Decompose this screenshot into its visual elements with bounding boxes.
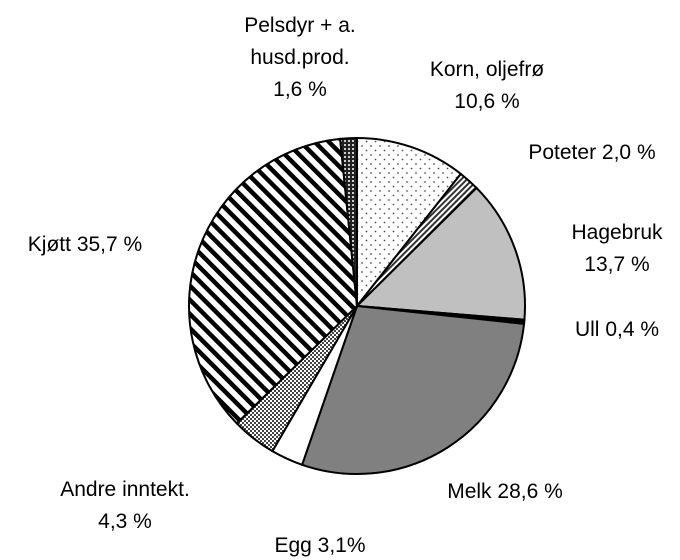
- pie-slice: [356, 136, 463, 309]
- slice-label: Kjøtt 35,7 %: [0, 229, 185, 261]
- slice-label: Melk 28,6 %: [405, 476, 605, 508]
- pie-slice: [188, 137, 359, 425]
- slice-label: Pelsdyr + a. husd.prod. 1,6 %: [225, 10, 375, 106]
- category-label: Korn, oljefrø: [429, 58, 545, 81]
- value-label: 3,1%: [317, 534, 366, 557]
- category-label: Poteter: [528, 141, 597, 164]
- pie-slice: [300, 304, 526, 475]
- value-label: 28,6 %: [497, 480, 563, 503]
- category-label: Pelsdyr + a. husd.prod.: [244, 14, 356, 69]
- value-label: 4,3 %: [98, 510, 152, 533]
- value-label: 10,6 %: [454, 90, 520, 113]
- pie-slice: [339, 136, 358, 307]
- pie-slice: [354, 186, 526, 321]
- category-label: Andre inntekt.: [60, 478, 190, 501]
- category-label: Ull: [574, 318, 600, 341]
- category-label: Kjøtt: [27, 233, 71, 256]
- value-label: 13,7 %: [584, 253, 650, 276]
- slice-label: Egg 3,1%: [220, 530, 420, 560]
- slice-label: Korn, oljefrø 10,6 %: [387, 54, 587, 118]
- value-label: 0,4 %: [605, 318, 660, 341]
- category-label: Hagebruk: [571, 221, 663, 244]
- value-label: 2,0 %: [601, 141, 656, 164]
- slice-label: Andre inntekt. 4,3 %: [15, 474, 235, 538]
- value-label: 1,6 %: [273, 78, 327, 101]
- category-label: Melk: [447, 480, 492, 503]
- slice-label: Hagebruk 13,7 %: [517, 217, 680, 281]
- value-label: 35,7 %: [76, 233, 143, 256]
- slice-label: Ull 0,4 %: [517, 314, 680, 346]
- slice-label: Poteter 2,0 %: [492, 137, 680, 169]
- category-label: Egg: [274, 534, 312, 557]
